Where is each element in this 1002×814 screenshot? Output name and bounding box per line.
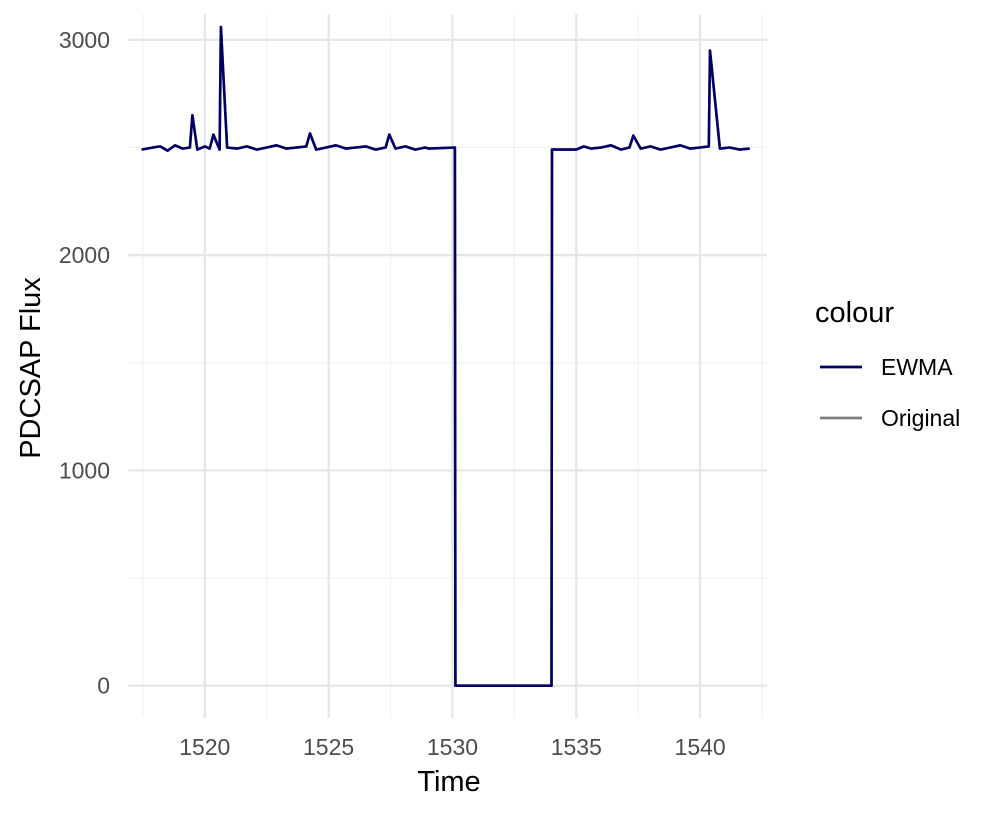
legend-entries: EWMA Original	[820, 354, 960, 431]
tick-layer: 1520 1525 1530 1535 1540 0 1000 2000 3000	[59, 27, 726, 760]
grid-layer	[128, 14, 767, 718]
series-line-original	[141, 25, 750, 688]
x-tick-label: 1530	[427, 734, 478, 760]
y-tick-label: 0	[97, 673, 110, 699]
x-tick-label: 1525	[303, 734, 354, 760]
series-layer	[141, 25, 750, 688]
x-tick-label: 1535	[551, 734, 602, 760]
y-axis-title: PDCSAP Flux	[15, 277, 47, 459]
legend-label-original: Original	[881, 405, 960, 431]
x-tick-label: 1520	[179, 734, 230, 760]
series-line-ewma	[141, 25, 750, 688]
y-tick-label: 3000	[59, 27, 110, 53]
x-axis-title: Time	[417, 766, 480, 798]
y-tick-label: 1000	[59, 457, 110, 483]
legend: colour EWMA Original	[815, 297, 960, 431]
legend-title: colour	[815, 297, 894, 329]
x-tick-label: 1540	[675, 734, 726, 760]
legend-label-ewma: EWMA	[881, 354, 953, 380]
y-tick-label: 2000	[59, 242, 110, 268]
